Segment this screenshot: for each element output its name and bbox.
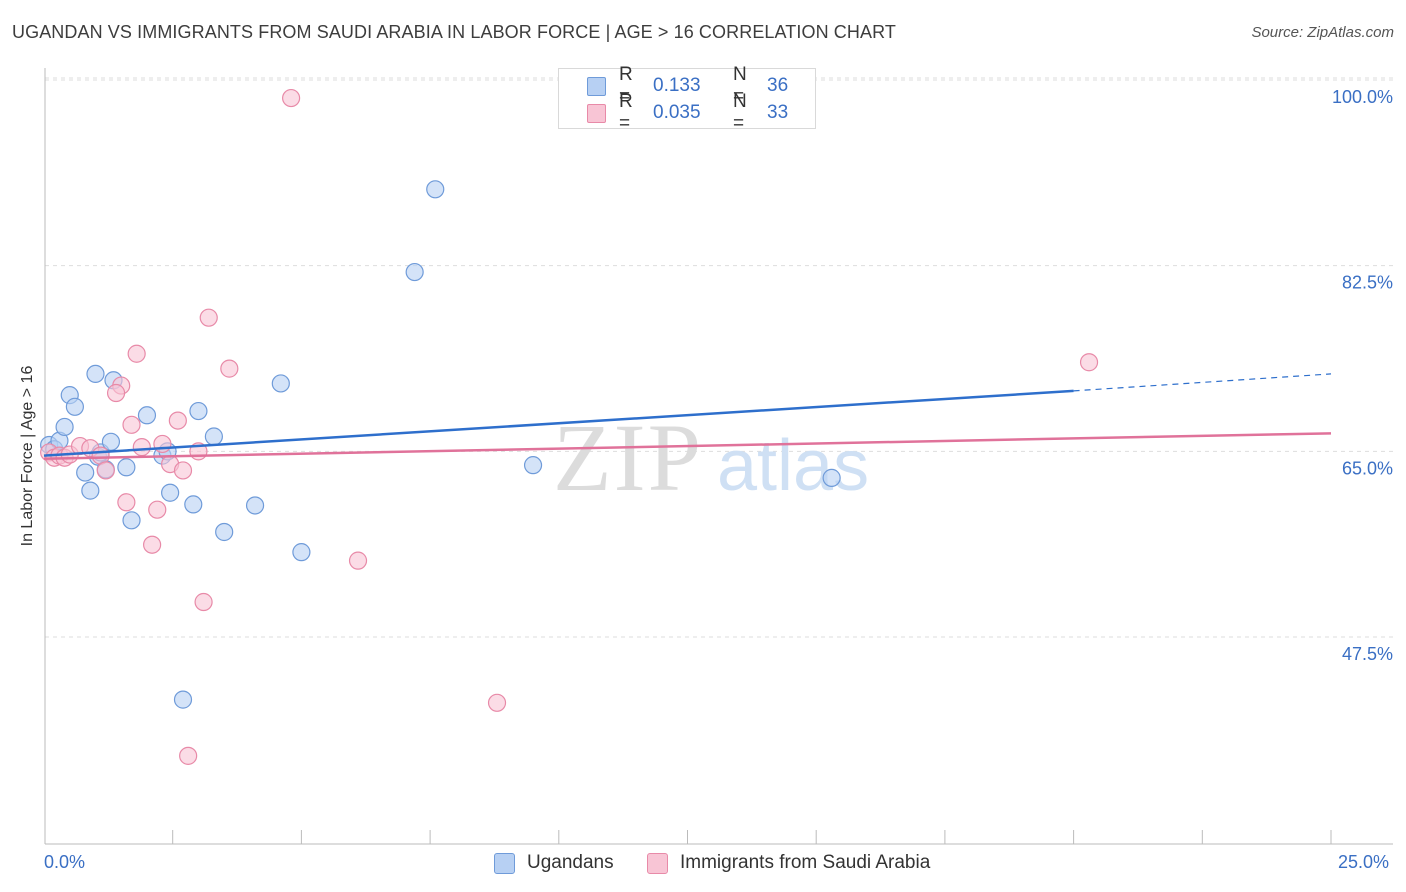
x-tick-left: 0.0% [44, 852, 86, 872]
data-point [189, 401, 208, 421]
data-point [148, 500, 167, 519]
r-value: 0.035 [653, 102, 701, 123]
y-tick-labels: 100.0% 82.5% 65.0% 47.5% [1332, 87, 1393, 664]
data-point [117, 493, 136, 512]
data-point [106, 383, 126, 403]
data-point [184, 495, 203, 514]
data-point [117, 458, 136, 477]
watermark-atlas: atlas [717, 426, 869, 506]
r-label: R = [619, 64, 633, 107]
data-point [81, 481, 100, 500]
data-point [220, 359, 239, 378]
y-tick-label: 47.5% [1342, 644, 1393, 664]
data-point [132, 438, 151, 457]
y-tick-label: 82.5% [1342, 273, 1393, 293]
data-point [143, 535, 162, 554]
data-point [199, 308, 218, 327]
legend-item-ugandans[interactable]: Ugandans [494, 852, 614, 874]
blue-swatch [494, 852, 515, 874]
n-value: 33 [767, 102, 789, 123]
n-value: 36 [767, 75, 789, 96]
chart-title: UGANDAN VS IMMIGRANTS FROM SAUDI ARABIA … [12, 22, 896, 42]
n-label: N = [733, 91, 747, 134]
data-point [523, 456, 543, 475]
data-point [179, 746, 198, 765]
legend-label: Ugandans [527, 852, 614, 873]
data-point [194, 592, 213, 612]
data-point [86, 364, 105, 384]
data-point [271, 374, 290, 393]
series-legend: Ugandans Immigrants from Saudi Arabia [0, 852, 1406, 878]
data-point [168, 411, 187, 430]
pink-swatch [587, 103, 606, 123]
legend-item-saudi[interactable]: Immigrants from Saudi Arabia [647, 852, 930, 874]
trend-line-ugandans [43, 389, 1074, 457]
data-point [96, 461, 115, 480]
data-point [215, 522, 234, 542]
data-point [173, 690, 193, 709]
y-tick-label: 65.0% [1342, 458, 1393, 478]
trend-lines [43, 373, 1332, 461]
grid-lines [45, 77, 1393, 638]
y-tick-label: 100.0% [1332, 87, 1393, 107]
data-point [348, 551, 368, 570]
r-label: R = [619, 91, 633, 134]
source-label: Source: ZipAtlas.com [1251, 24, 1394, 41]
data-point [204, 427, 223, 446]
data-point [76, 463, 95, 482]
r-value: 0.133 [653, 75, 701, 96]
data-point [161, 483, 180, 502]
data-point [173, 461, 193, 480]
data-point [1079, 353, 1099, 372]
data-point [55, 417, 74, 437]
data-point [292, 543, 311, 562]
correlation-legend: R = 0.133 N = 36 R = 0.035 N = 33 [558, 64, 816, 134]
data-point [65, 397, 84, 416]
n-label: N = [733, 64, 747, 107]
data-point [426, 180, 445, 199]
data-point [245, 496, 265, 515]
y-axis-label: In Labor Force | Age > 16 [19, 365, 36, 547]
x-tick-right: 25.0% [1338, 852, 1390, 872]
data-point [282, 88, 301, 108]
data-point [122, 511, 141, 530]
legend-label: Immigrants from Saudi Arabia [680, 852, 931, 873]
pink-swatch [647, 852, 668, 874]
blue-swatch [587, 76, 606, 96]
data-point [153, 434, 172, 454]
data-point [405, 262, 424, 282]
data-point [122, 415, 141, 434]
data-point [137, 406, 157, 425]
trend-line-saudi-arabia [43, 432, 1332, 461]
data-point [487, 693, 507, 712]
data-point [127, 344, 146, 363]
trend-line-ugandans-extension [1073, 373, 1332, 392]
data-point [822, 468, 841, 487]
